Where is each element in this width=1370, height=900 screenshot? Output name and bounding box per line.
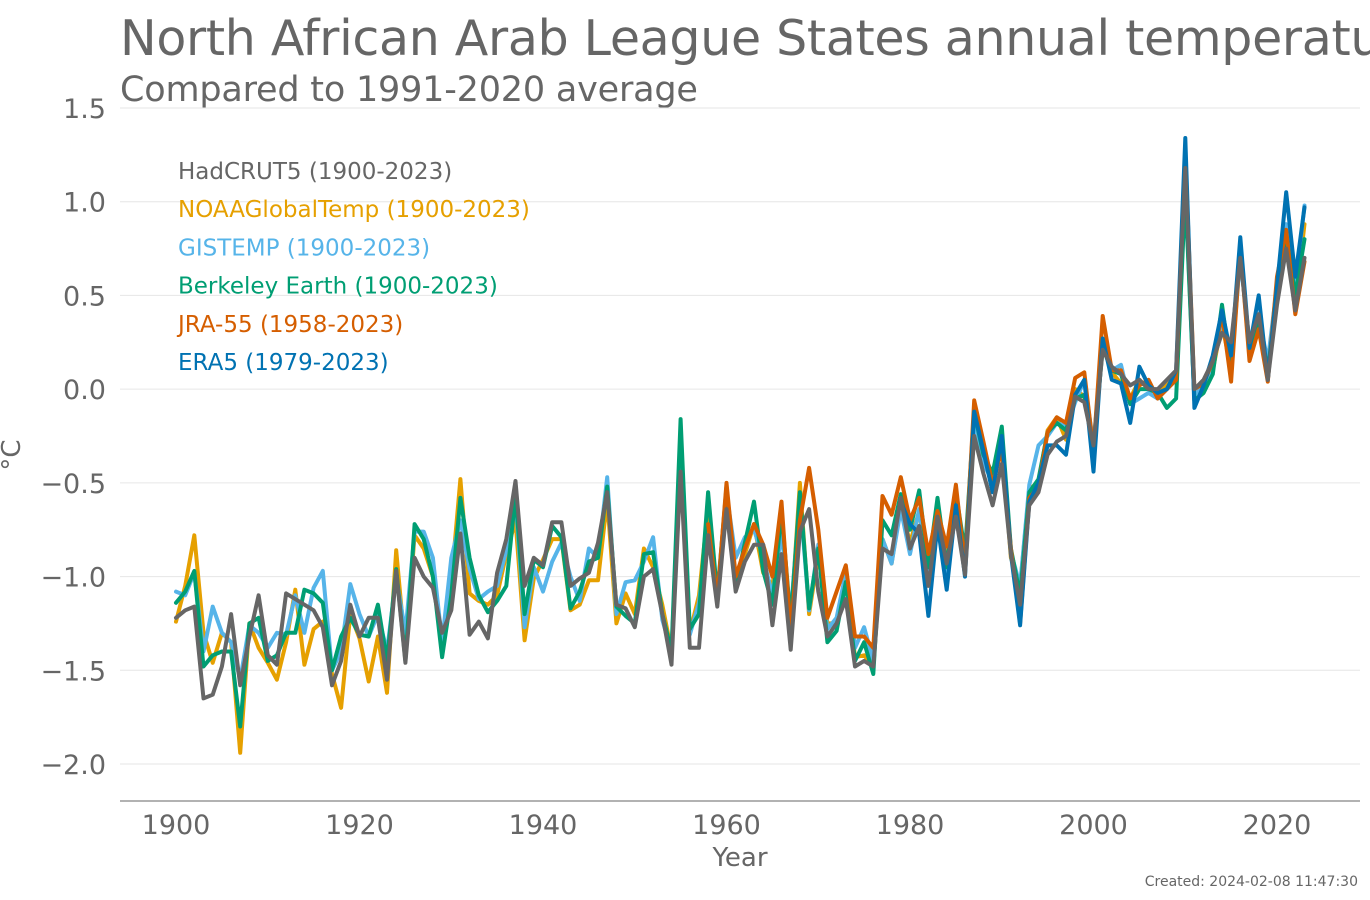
x-tick-label: 1920 <box>325 810 394 841</box>
legend: HadCRUT5 (1900-2023) NOAAGlobalTemp (1900… <box>176 159 530 376</box>
legend-entry: JRA-55 (1958-2023) <box>176 312 403 338</box>
chart-subtitle: Compared to 1991-2020 average <box>120 70 698 110</box>
y-tick-label: −1.5 <box>40 656 106 687</box>
y-tick-label: −2.0 <box>40 750 106 781</box>
y-tick-label: 0.0 <box>63 375 106 406</box>
chart-title: North African Arab League States annual … <box>120 10 1370 67</box>
legend-entry: NOAAGlobalTemp (1900-2023) <box>178 197 530 223</box>
x-tick-label: 1940 <box>509 810 578 841</box>
x-tick-label: 1960 <box>692 810 761 841</box>
series-line-noaaglobaltemp <box>174 184 1307 755</box>
x-axis-ticks: 1900 1920 1940 1960 1980 2000 2020 <box>142 810 1312 841</box>
y-tick-label: −1.0 <box>40 563 106 594</box>
x-tick-label: 2020 <box>1243 810 1312 841</box>
x-tick-label: 1900 <box>142 810 211 841</box>
y-tick-label: −0.5 <box>40 469 106 500</box>
x-axis-label: Year <box>711 843 767 873</box>
y-axis-ticks: 1.5 1.0 0.5 0.0 −0.5 −1.0 −1.5 −2.0 <box>40 94 106 781</box>
x-tick-label: 2000 <box>1059 810 1128 841</box>
series-line-hadcrut5 <box>174 166 1307 701</box>
y-tick-label: 1.0 <box>63 188 106 219</box>
series-lines <box>174 136 1307 755</box>
legend-entry: Berkeley Earth (1900-2023) <box>178 274 498 300</box>
y-tick-label: 0.5 <box>63 281 106 312</box>
y-tick-label: 1.5 <box>63 94 106 125</box>
legend-entry: ERA5 (1979-2023) <box>178 350 389 376</box>
x-tick-label: 1980 <box>876 810 945 841</box>
y-axis-label: °C <box>0 439 27 470</box>
legend-entry: GISTEMP (1900-2023) <box>178 235 430 261</box>
legend-entry: HadCRUT5 (1900-2023) <box>178 159 452 185</box>
created-timestamp: Created: 2024-02-08 11:47:30 <box>1144 874 1358 890</box>
